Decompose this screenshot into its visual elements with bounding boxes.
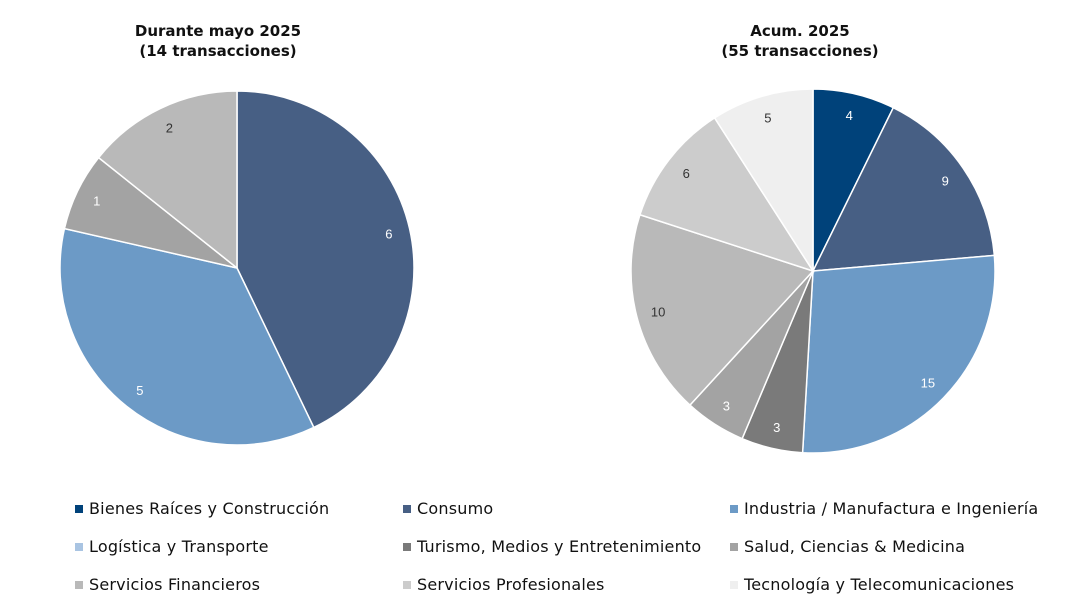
pie-slice (630, 213, 815, 407)
pie-chart-acumulado: Acum. 2025 (55 transacciones) 4 9 15 3 3 10 6 5 (630, 22, 996, 454)
chart-title: Acum. 2025 (750, 22, 849, 40)
slice-data-label: 6 (683, 166, 690, 181)
slice-data-label: 6 (385, 226, 392, 241)
pie-chart-mayo: Durante mayo 2025 (14 transacciones) 6 5 1… (59, 22, 415, 446)
slice-data-label: 3 (773, 420, 780, 435)
slice-data-label: 4 (846, 108, 853, 123)
slice-data-label: 1 (93, 193, 100, 208)
pie-data-labels: 4 9 15 3 3 10 6 5 (651, 108, 949, 435)
chart-title: Durante mayo 2025 (135, 22, 301, 40)
pie-slice (638, 116, 815, 273)
chart-subtitle: (14 transacciones) (139, 42, 296, 60)
slice-data-label: 10 (651, 305, 665, 320)
slice-data-label: 3 (723, 399, 730, 414)
slice-data-label: 15 (921, 376, 935, 391)
pie-slice (97, 90, 238, 270)
slice-data-label: 9 (942, 174, 949, 189)
slice-data-label: 5 (764, 110, 771, 125)
slice-data-label: 2 (166, 121, 173, 136)
pie-slices (630, 88, 996, 454)
pie-data-labels: 6 5 1 2 (93, 121, 392, 398)
pie-slice (713, 88, 814, 274)
pie-slices (59, 90, 415, 446)
pie-slice (236, 90, 415, 429)
pie-slice (801, 254, 996, 454)
chart-subtitle: (55 transacciones) (721, 42, 878, 60)
pie-slice (59, 227, 315, 446)
pie-slice (811, 106, 996, 272)
slice-data-label: 5 (136, 383, 143, 398)
